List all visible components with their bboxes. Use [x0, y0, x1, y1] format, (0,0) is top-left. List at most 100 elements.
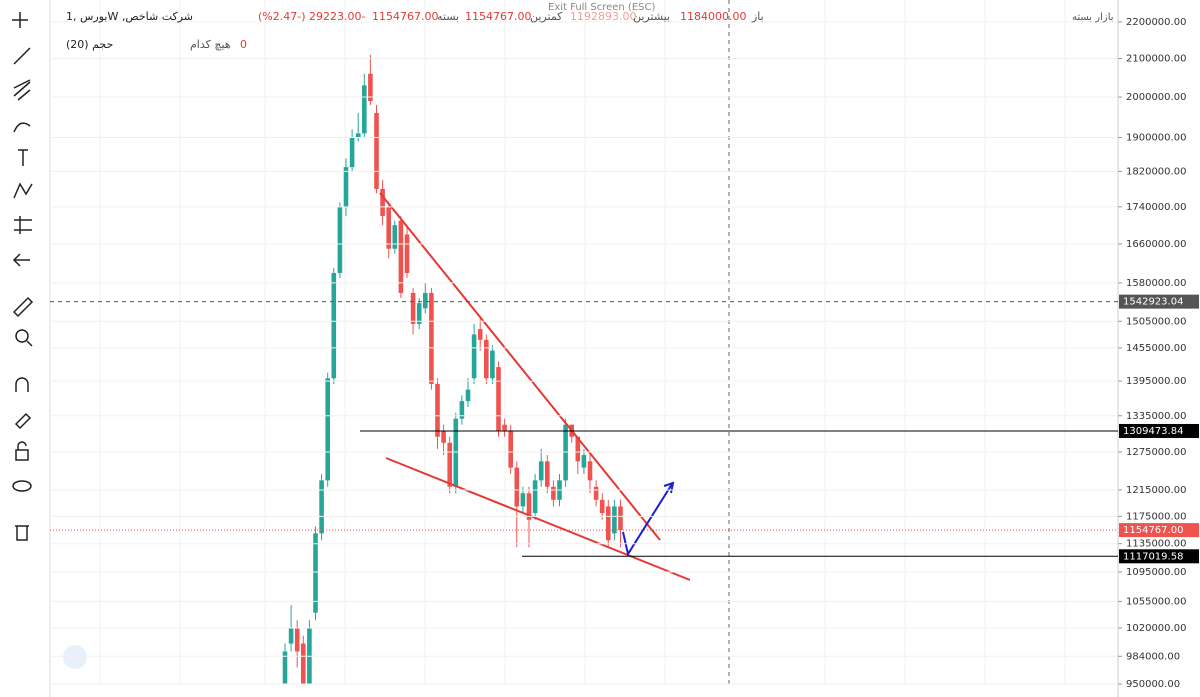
candle-body	[313, 533, 318, 613]
y-tick-label: 1820000.00	[1126, 166, 1186, 177]
y-tick-label: 1395000.00	[1126, 376, 1186, 387]
price-label: 1117019.58	[1123, 551, 1183, 562]
low-value: 1154767.00	[465, 10, 532, 23]
candle-body	[581, 455, 587, 468]
high-label: بیشترین	[633, 10, 671, 23]
candle-body	[459, 401, 465, 419]
candle-body	[532, 480, 538, 514]
y-tick-label: 1505000.00	[1126, 316, 1186, 327]
high-value: 1192893.00	[570, 10, 637, 23]
candle-body	[508, 430, 513, 468]
y-tick-label: 2200000.00	[1126, 17, 1186, 28]
candle-body	[380, 188, 385, 216]
candle-body	[331, 272, 337, 379]
y-tick-label: 1580000.00	[1126, 278, 1186, 289]
y-tick-label: 1020000.00	[1126, 623, 1186, 634]
candle-body	[392, 225, 398, 249]
low-label: کمترین	[530, 10, 563, 23]
candle-body	[490, 350, 495, 379]
candle-body	[496, 367, 501, 431]
candle-body	[349, 137, 355, 168]
logo	[63, 645, 87, 669]
candle-body	[545, 461, 550, 487]
candle-body	[551, 486, 556, 500]
drawings	[379, 192, 691, 581]
close-label: بسته	[437, 10, 460, 23]
candle-body	[319, 480, 324, 534]
candle-body	[447, 442, 452, 487]
y-tick-label: 1660000.00	[1126, 239, 1186, 250]
candle-body	[471, 334, 477, 379]
candle-body	[398, 220, 404, 293]
y-tick-label: 2100000.00	[1126, 54, 1186, 65]
volume-value: 0	[240, 38, 247, 51]
candle-body	[423, 292, 428, 309]
candle-body	[282, 651, 288, 684]
symbol[interactable]: بورس ,1W ,شرکت شاخص	[66, 10, 194, 23]
candle-body	[526, 493, 532, 520]
candle-body	[514, 467, 520, 507]
volume[interactable]: حجم (20)	[66, 38, 114, 51]
price-label: 1542923.04	[1123, 297, 1183, 308]
y-tick-label: 1335000.00	[1126, 411, 1186, 422]
price-label-box	[1119, 423, 1199, 438]
y-tick-label: 1175000.00	[1126, 511, 1186, 522]
candle-body	[484, 339, 489, 379]
candle-body	[538, 461, 544, 481]
price-label-box	[1119, 549, 1199, 564]
y-tick-label: 1275000.00	[1126, 447, 1186, 458]
candle-body	[325, 378, 330, 481]
close-value: 1154767.00	[372, 10, 439, 23]
candle-body	[343, 167, 349, 207]
y-tick-label: 1215000.00	[1126, 485, 1186, 496]
candle-body	[593, 486, 599, 500]
y-tick-label: 1900000.00	[1126, 132, 1186, 143]
y-tick-label: 984000.00	[1126, 651, 1180, 662]
y-tick-label: 1740000.00	[1126, 202, 1186, 213]
toolbar[interactable]	[12, 12, 34, 541]
candle-body	[477, 329, 483, 340]
volume-mode: هیچ کدام	[190, 38, 231, 51]
candle-body	[612, 506, 617, 534]
candle-body	[288, 627, 294, 644]
y-tick-label: 1095000.00	[1126, 567, 1186, 578]
candle-body	[441, 430, 446, 443]
candle-body	[301, 643, 306, 684]
price-label-box	[1119, 523, 1199, 538]
candle-body	[587, 461, 593, 481]
y-tick-label: 1455000.00	[1126, 343, 1186, 354]
candle-body	[453, 418, 459, 487]
candle-body	[374, 112, 379, 189]
open-value: 1184000.00	[680, 10, 747, 23]
y-tick-label: 2000000.00	[1126, 92, 1186, 103]
candle-body	[368, 73, 373, 102]
candle-body	[416, 303, 422, 324]
price-label: 1309473.84	[1123, 426, 1183, 437]
candle-body	[599, 499, 605, 514]
candle-body	[337, 206, 343, 273]
grid	[99, 0, 1066, 684]
candle-body	[575, 436, 581, 462]
candle-body	[606, 506, 611, 541]
candle-body	[618, 506, 623, 531]
candle-body	[520, 493, 526, 507]
price-label: 1154767.00	[1123, 525, 1183, 536]
y-tick-label: 1135000.00	[1126, 539, 1186, 550]
candle-body	[362, 85, 367, 134]
candle-body	[355, 133, 361, 138]
candle-body	[465, 389, 471, 402]
candle-body	[502, 424, 507, 431]
price-label-box	[1119, 294, 1199, 309]
y-tick-label: 1055000.00	[1126, 596, 1186, 607]
y-tick-label: 950000.00	[1126, 679, 1180, 690]
candle-body	[429, 292, 434, 384]
open-label: باز	[752, 10, 764, 23]
change: (%2.47-) 29223.00-	[258, 10, 366, 23]
candle-body	[404, 234, 410, 273]
exit-fullscreen[interactable]: Exit Full Screen (ESC)	[548, 2, 656, 13]
candle-body	[386, 206, 391, 249]
market-status: بازار بسته	[1072, 12, 1114, 23]
candle-body	[294, 627, 300, 652]
